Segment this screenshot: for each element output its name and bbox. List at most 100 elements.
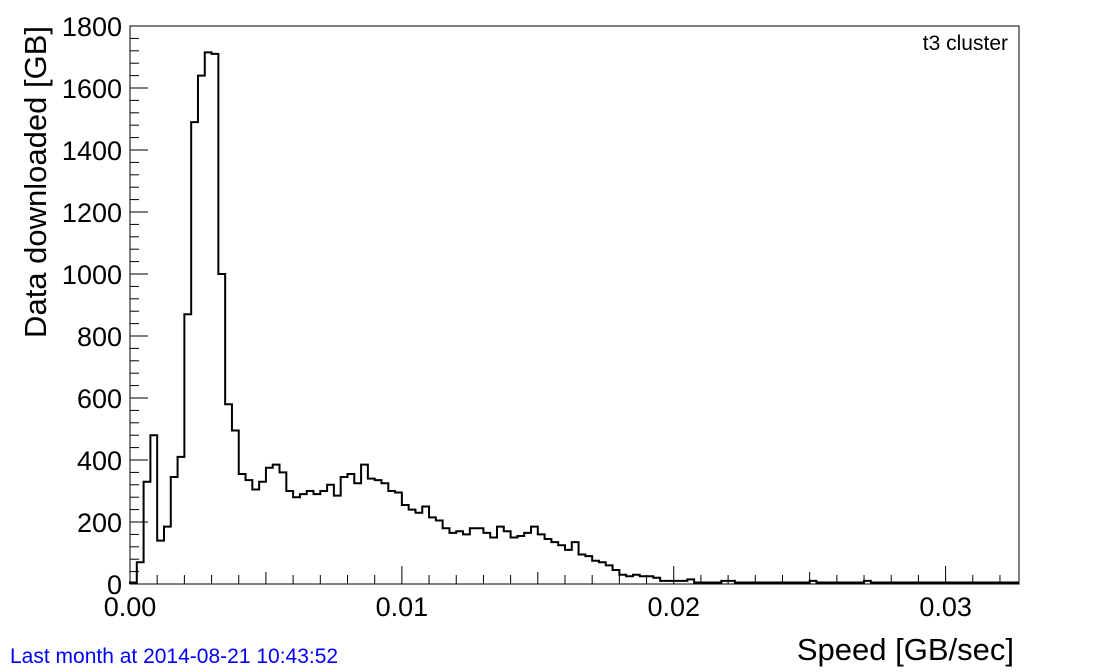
histogram-bar bbox=[436, 520, 443, 584]
footer-timestamp: Last month at 2014-08-21 10:43:52 bbox=[10, 645, 339, 668]
x-axis: 0.00 0.01 0.02 0.03 bbox=[104, 566, 1001, 622]
histogram-bar bbox=[456, 531, 463, 584]
histogram-bar bbox=[613, 570, 620, 584]
histogram-bar bbox=[517, 536, 524, 584]
histogram-bar bbox=[551, 542, 558, 584]
y-tick-label: 800 bbox=[77, 322, 122, 352]
histogram-bar bbox=[314, 494, 321, 584]
histogram-bar bbox=[477, 528, 484, 584]
histogram-bar bbox=[395, 493, 402, 584]
histogram-bar bbox=[531, 527, 538, 584]
histogram-bar bbox=[375, 480, 382, 584]
histogram-bar bbox=[307, 491, 314, 584]
histogram-bar bbox=[239, 474, 246, 584]
histogram-bar bbox=[572, 542, 579, 584]
y-axis: 0 200 400 600 800 1000 1200 1400 1600 1800 bbox=[62, 12, 148, 600]
histogram-bar bbox=[232, 431, 239, 584]
histogram-outline bbox=[129, 51, 1019, 584]
histogram-bar bbox=[300, 494, 307, 584]
y-tick-label: 1800 bbox=[62, 12, 122, 42]
histogram-bar bbox=[565, 550, 572, 584]
y-tick-label: 1000 bbox=[62, 260, 122, 290]
histogram-bar bbox=[483, 533, 490, 584]
histogram-bar bbox=[293, 497, 300, 584]
histogram-bar bbox=[524, 533, 531, 584]
histogram-bar bbox=[422, 507, 429, 585]
x-axis-title: Speed [GB/sec] bbox=[797, 632, 1014, 667]
histogram-bar bbox=[178, 457, 185, 584]
y-tick-label: 0 bbox=[107, 570, 122, 600]
histogram-bar bbox=[368, 479, 375, 584]
histogram-bar bbox=[327, 485, 334, 584]
x-tick-label: 0.03 bbox=[919, 592, 972, 622]
histogram-bar bbox=[171, 477, 178, 584]
histogram-bar bbox=[184, 314, 191, 584]
y-tick-label: 600 bbox=[77, 384, 122, 414]
histogram-bar bbox=[579, 555, 586, 584]
x-tick-label: 0.00 bbox=[104, 592, 157, 622]
histogram-bar bbox=[347, 474, 354, 584]
histogram-bar bbox=[205, 52, 212, 584]
histogram-bar bbox=[490, 538, 497, 585]
histogram-bar bbox=[259, 482, 266, 584]
histogram-bar bbox=[409, 510, 416, 584]
histogram-series bbox=[129, 51, 1019, 585]
histogram-bar bbox=[443, 528, 450, 584]
histogram-bar bbox=[463, 534, 470, 584]
histogram-bar bbox=[361, 465, 368, 584]
histogram-bar bbox=[592, 561, 599, 584]
histogram-bar bbox=[647, 576, 654, 584]
histogram-bar bbox=[280, 472, 287, 584]
plot-border bbox=[129, 25, 1020, 585]
histogram-bar bbox=[137, 562, 144, 584]
histogram-bar bbox=[218, 274, 225, 584]
histogram-bar bbox=[157, 541, 164, 584]
histogram-bar bbox=[320, 491, 327, 584]
histogram-bar bbox=[449, 533, 456, 584]
histogram-bar bbox=[225, 404, 232, 584]
y-tick-label: 400 bbox=[77, 446, 122, 476]
histogram-bar bbox=[429, 517, 436, 584]
histogram-bar bbox=[545, 539, 552, 584]
histogram-bar bbox=[619, 575, 626, 584]
histogram-bar bbox=[415, 513, 422, 584]
histogram-bar bbox=[354, 483, 361, 584]
histogram-bar bbox=[334, 496, 341, 584]
histogram-bar bbox=[266, 468, 273, 584]
histogram-bar bbox=[212, 54, 219, 584]
histogram-bar bbox=[640, 576, 647, 584]
histogram-bar bbox=[538, 534, 545, 584]
histogram-bar bbox=[388, 491, 395, 584]
histogram-bar bbox=[626, 576, 633, 584]
y-axis-title: Data downloaded [GB] bbox=[18, 26, 53, 338]
histogram-bar bbox=[599, 562, 606, 584]
y-tick-label: 1400 bbox=[62, 136, 122, 166]
histogram-bar bbox=[198, 76, 205, 584]
histogram-bar bbox=[164, 527, 171, 584]
histogram-bar bbox=[585, 556, 592, 584]
histogram-bar bbox=[470, 528, 477, 584]
histogram-bar bbox=[381, 483, 388, 584]
histogram-bar bbox=[273, 465, 280, 584]
y-tick-label: 1600 bbox=[62, 74, 122, 104]
histogram-bar bbox=[341, 477, 348, 584]
histogram-bar bbox=[606, 565, 613, 584]
histogram-bar bbox=[497, 527, 504, 584]
plot-frame bbox=[129, 25, 1020, 585]
histogram-bar bbox=[511, 538, 518, 585]
histogram-bar bbox=[402, 505, 409, 584]
histogram-bar bbox=[252, 489, 259, 584]
histogram-bar bbox=[558, 545, 565, 584]
histogram-bar bbox=[246, 480, 253, 584]
x-tick-label: 0.01 bbox=[376, 592, 429, 622]
histogram-bar bbox=[144, 482, 151, 584]
x-tick-label: 0.02 bbox=[647, 592, 700, 622]
histogram-bar bbox=[504, 531, 511, 584]
histogram-bar bbox=[191, 122, 198, 584]
cluster-annotation: t3 cluster bbox=[923, 32, 1008, 55]
y-tick-label: 200 bbox=[77, 508, 122, 538]
histogram-bar bbox=[286, 491, 293, 584]
y-tick-label: 1200 bbox=[62, 198, 122, 228]
histogram-bar bbox=[150, 435, 157, 584]
